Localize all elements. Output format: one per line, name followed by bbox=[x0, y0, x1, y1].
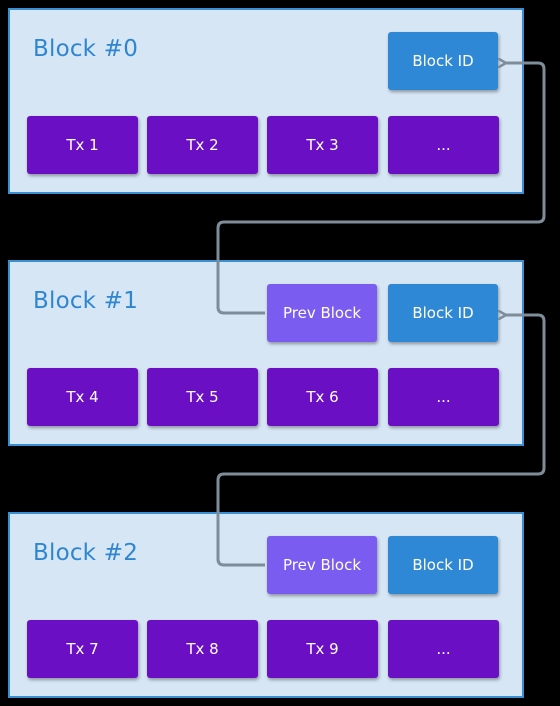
prev-block-box: Prev Block bbox=[267, 536, 377, 594]
tx-box: Tx 5 bbox=[147, 368, 258, 426]
block-id-box: Block ID bbox=[388, 536, 498, 594]
tx-box: Tx 8 bbox=[147, 620, 258, 678]
tx-box: Tx 3 bbox=[267, 116, 378, 174]
tx-box: Tx 4 bbox=[27, 368, 138, 426]
tx-ellipsis-box: ... bbox=[388, 368, 499, 426]
block-2: Block #2 Prev Block Block ID Tx 7 Tx 8 T… bbox=[8, 512, 524, 698]
tx-box: Tx 2 bbox=[147, 116, 258, 174]
block-title: Block #2 bbox=[33, 540, 139, 566]
tx-box: Tx 6 bbox=[267, 368, 378, 426]
block-1: Block #1 Prev Block Block ID Tx 4 Tx 5 T… bbox=[8, 260, 524, 446]
tx-box: Tx 7 bbox=[27, 620, 138, 678]
block-id-box: Block ID bbox=[388, 32, 498, 90]
block-title: Block #1 bbox=[33, 288, 139, 314]
block-title: Block #0 bbox=[33, 36, 139, 62]
tx-ellipsis-box: ... bbox=[388, 620, 499, 678]
prev-block-box: Prev Block bbox=[267, 284, 377, 342]
tx-box: Tx 9 bbox=[267, 620, 378, 678]
block-0: Block #0 Block ID Tx 1 Tx 2 Tx 3 ... bbox=[8, 8, 524, 194]
tx-box: Tx 1 bbox=[27, 116, 138, 174]
tx-ellipsis-box: ... bbox=[388, 116, 499, 174]
block-id-box: Block ID bbox=[388, 284, 498, 342]
